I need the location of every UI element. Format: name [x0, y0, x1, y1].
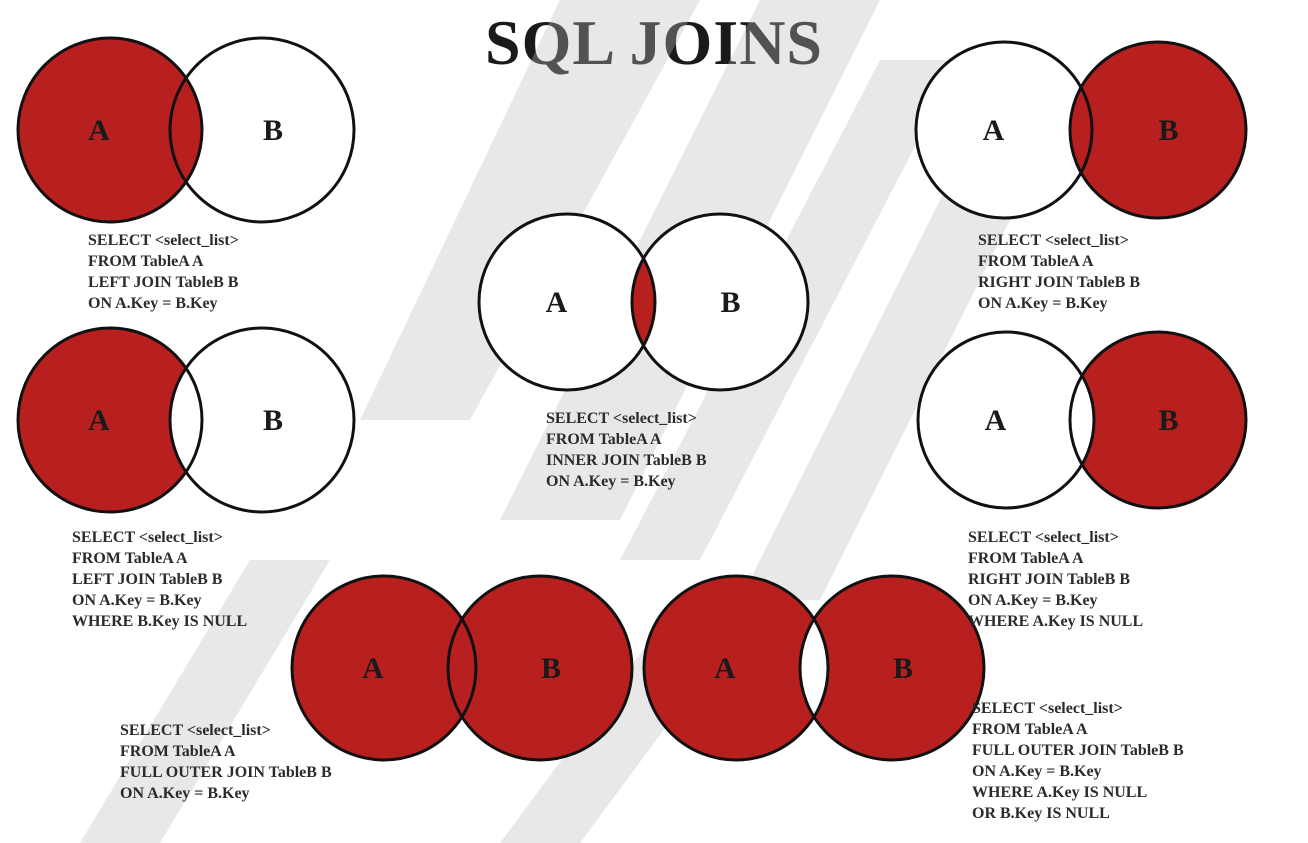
circle-a-fill [916, 42, 1092, 218]
label-b: B [1159, 404, 1179, 437]
label-a: A [983, 114, 1005, 147]
sql-inner-join: SELECT <select_list> FROM TableA A INNER J… [546, 408, 707, 492]
sql-right-excluding-join: SELECT <select_list> FROM TableA A RIGHT J… [968, 527, 1143, 632]
sql-line: ON A.Key = B.Key [968, 592, 1098, 609]
sql-full-outer-excluding-join: SELECT <select_list> FROM TableA A FULL OU… [972, 698, 1184, 824]
label-b: B [1159, 114, 1179, 147]
sql-line: SELECT <select_list> [120, 722, 271, 739]
label-a: A [985, 404, 1007, 437]
sql-line: SELECT <select_list> [72, 529, 223, 546]
sql-line: FROM TableA A [88, 253, 204, 270]
circle-b-outline [446, 574, 634, 762]
circle-a-outline [16, 326, 204, 514]
sql-line: INNER JOIN TableB B [546, 452, 707, 469]
circle-a-fill [644, 576, 828, 760]
sql-line: LEFT JOIN TableB B [72, 571, 223, 588]
sql-line: FROM TableA A [546, 431, 662, 448]
sql-line: FROM TableA A [972, 721, 1088, 738]
circle-a-fill [18, 328, 202, 512]
sql-line: RIGHT JOIN TableB B [968, 571, 1130, 588]
sql-left-join: SELECT <select_list> FROM TableA A LEFT JO… [88, 230, 239, 314]
circle-a-fill [479, 214, 655, 390]
sql-line: FROM TableA A [978, 253, 1094, 270]
label-a: A [88, 404, 110, 437]
circle-a-fill [292, 576, 476, 760]
circle-a-outline [477, 212, 657, 392]
sql-line: FROM TableA A [968, 550, 1084, 567]
circle-a-outline [642, 574, 830, 762]
circle-a-outline [290, 574, 478, 762]
label-b: B [263, 114, 283, 147]
sql-line: WHERE A.Key IS NULL [968, 613, 1144, 630]
sql-line: ON A.Key = B.Key [120, 785, 250, 802]
sql-line: ON A.Key = B.Key [72, 592, 202, 609]
sql-line: RIGHT JOIN TableB B [978, 274, 1140, 291]
sql-line: WHERE B.Key IS NULL [72, 613, 248, 630]
sql-line: WHERE A.Key IS NULL [972, 784, 1148, 801]
circle-b-outline [1068, 330, 1248, 510]
circle-b-fill [170, 328, 354, 512]
sql-line: FULL OUTER JOIN TableB B [972, 742, 1184, 759]
sql-line: ON A.Key = B.Key [978, 295, 1108, 312]
sql-left-excluding-join: SELECT <select_list> FROM TableA A LEFT JO… [72, 527, 247, 632]
circle-b-outline [168, 36, 356, 224]
sql-full-outer-join: SELECT <select_list> FROM TableA A FULL OU… [120, 720, 332, 804]
circle-b-fill [1070, 332, 1246, 508]
label-a: A [88, 114, 110, 147]
sql-line: SELECT <select_list> [546, 410, 697, 427]
page-title: SQL JOINS [484, 7, 824, 78]
sql-right-join: SELECT <select_list> FROM TableA A RIGHT J… [978, 230, 1140, 314]
label-b: B [541, 652, 561, 685]
sql-line: OR B.Key IS NULL [972, 805, 1110, 822]
sql-line: FULL OUTER JOIN TableB B [120, 764, 332, 781]
circle-b-fill [632, 214, 808, 390]
label-a: A [714, 652, 736, 685]
circle-b-outline [630, 212, 810, 392]
circle-a-fill [18, 38, 202, 222]
label-b: B [893, 652, 913, 685]
circle-b-fill [448, 576, 632, 760]
sql-line: LEFT JOIN TableB B [88, 274, 239, 291]
sql-line: SELECT <select_list> [88, 232, 239, 249]
sql-line: SELECT <select_list> [972, 700, 1123, 717]
label-a: A [546, 286, 568, 319]
circle-a-outline [916, 330, 1096, 510]
circle-b-outline [168, 326, 356, 514]
sql-line: ON A.Key = B.Key [88, 295, 218, 312]
sql-line: SELECT <select_list> [968, 529, 1119, 546]
sql-line: SELECT <select_list> [978, 232, 1129, 249]
label-b: B [721, 286, 741, 319]
label-b: B [263, 404, 283, 437]
circle-b-outline [798, 574, 986, 762]
circle-a-outline [914, 40, 1094, 220]
sql-line: ON A.Key = B.Key [546, 473, 676, 490]
circle-a-fill [918, 332, 1094, 508]
circle-b-fill [170, 38, 354, 222]
label-a: A [362, 652, 384, 685]
circle-a-outline [16, 36, 204, 224]
circle-b-outline [1068, 40, 1248, 220]
sql-line: ON A.Key = B.Key [972, 763, 1102, 780]
circle-b-fill [800, 576, 984, 760]
sql-line: FROM TableA A [72, 550, 188, 567]
sql-line: FROM TableA A [120, 743, 236, 760]
circle-b-fill [1070, 42, 1246, 218]
